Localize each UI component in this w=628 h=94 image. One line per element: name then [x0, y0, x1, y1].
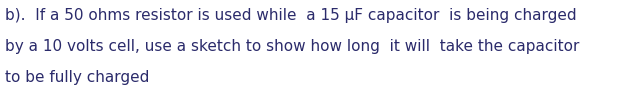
- Text: by a 10 volts cell, use a sketch to show how long  it will  take the capacitor: by a 10 volts cell, use a sketch to show…: [5, 39, 580, 54]
- Text: to be fully charged: to be fully charged: [5, 70, 149, 85]
- Text: b).  If a 50 ohms resistor is used while  a 15 µF capacitor  is being charged: b). If a 50 ohms resistor is used while …: [5, 8, 577, 23]
